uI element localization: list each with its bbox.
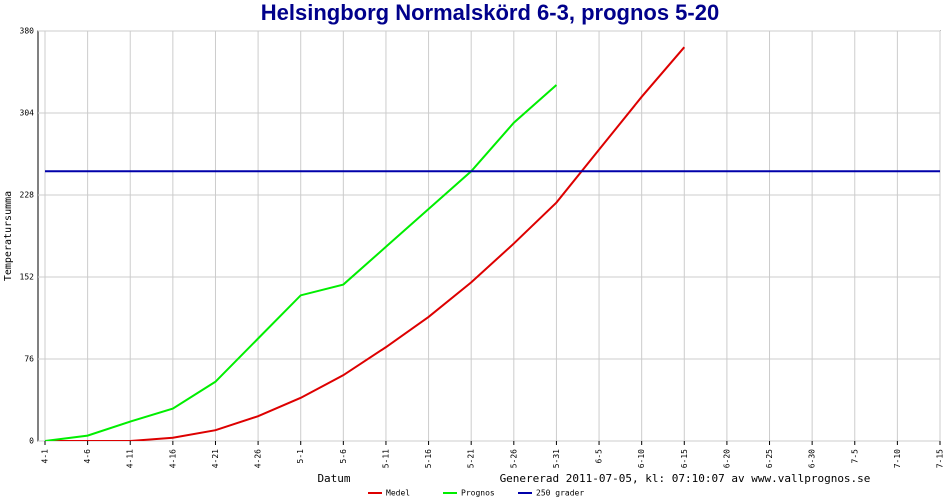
x-tick-label: 4-1 [41, 449, 50, 464]
x-tick-label: 7-5 [850, 449, 859, 464]
x-tick-label: 6-30 [808, 449, 817, 468]
x-tick-label: 6-15 [680, 449, 689, 468]
y-tick-label: 0 [29, 437, 34, 446]
chart-title: Helsingborg Normalskörd 6-3, prognos 5-2… [261, 0, 719, 25]
x-tick-label: 6-5 [595, 449, 604, 464]
x-tick-label: 6-20 [722, 449, 731, 468]
y-axis-label: Temperatursumma [3, 191, 14, 281]
x-tick-label: 5-16 [424, 449, 433, 468]
legend-label: Prognos [461, 489, 495, 498]
legend-label: Medel [386, 489, 410, 498]
annotation: Genererad 2011-07-05, kl: 07:10:07 av ww… [500, 472, 871, 485]
x-tick-label: 7-10 [893, 449, 902, 468]
x-tick-label: 4-21 [211, 449, 220, 468]
y-tick-label: 152 [20, 273, 35, 282]
x-tick-label: 4-26 [254, 449, 263, 468]
series-line [45, 46, 686, 441]
x-tick-label: 5-1 [296, 449, 305, 464]
x-tick-label: 7-15 [936, 449, 945, 468]
y-tick-label: 76 [24, 355, 34, 364]
x-tick-label: 5-26 [509, 449, 518, 468]
y-tick-label: 304 [20, 109, 35, 118]
x-tick-label: 5-31 [552, 449, 561, 468]
x-tick-label: 6-10 [637, 449, 646, 468]
x-tick-label: 5-21 [467, 449, 476, 468]
x-tick-label: 5-11 [381, 449, 390, 468]
x-tick-label: 5-6 [339, 449, 348, 464]
y-tick-label: 228 [20, 191, 35, 200]
x-axis-label: Datum [317, 472, 350, 485]
x-tick-label: 4-11 [126, 449, 135, 468]
y-tick-label: 380 [20, 27, 35, 36]
legend-label: 250 grader [536, 489, 584, 498]
x-tick-label: 4-16 [168, 449, 177, 468]
x-tick-label: 6-25 [765, 449, 774, 468]
x-tick-label: 4-6 [83, 449, 92, 464]
